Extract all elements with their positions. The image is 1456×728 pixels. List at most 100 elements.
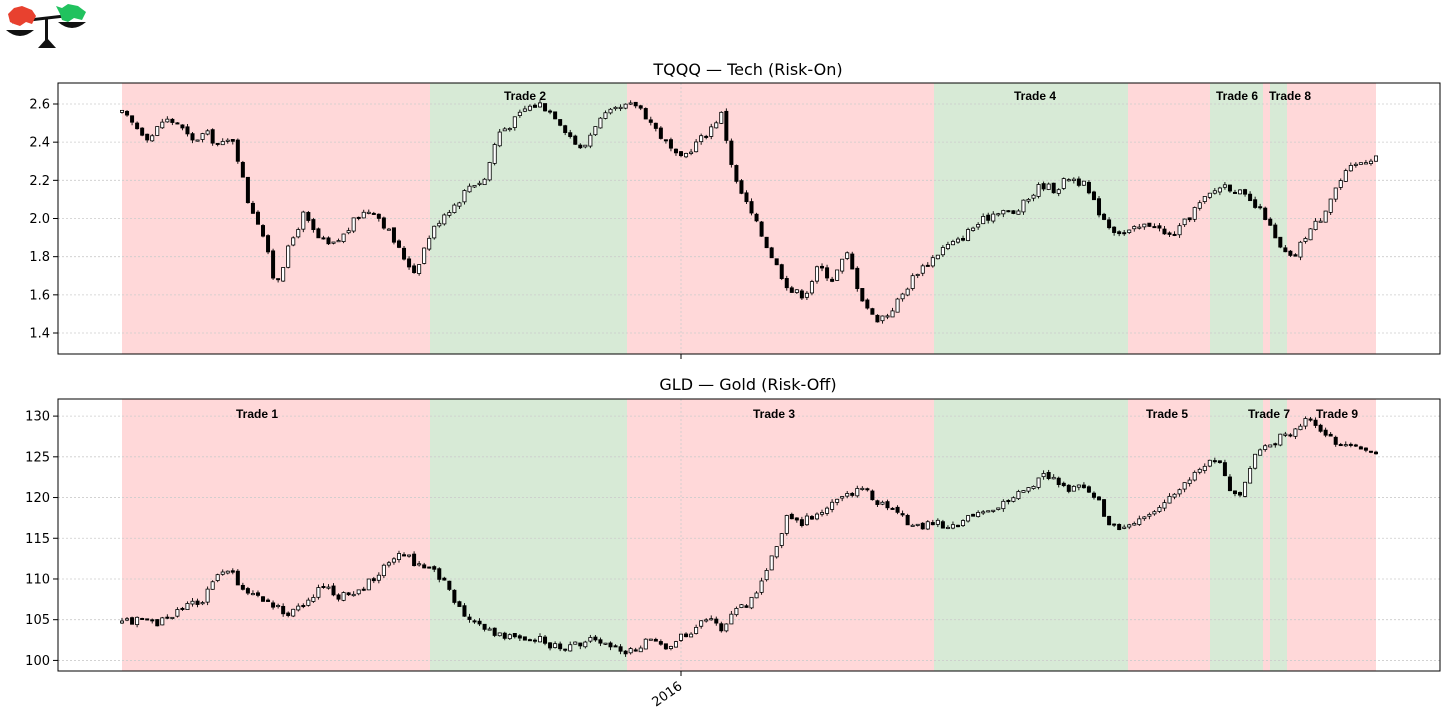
tqqq-trade-label: Trade 2	[504, 89, 546, 103]
gld-candle	[155, 619, 160, 627]
tqqq-candle	[966, 227, 971, 242]
gld-candle	[140, 617, 145, 620]
gld-candle	[694, 624, 699, 635]
gld-candle	[346, 592, 351, 597]
tqqq-candle	[1374, 155, 1379, 162]
tqqq-candle	[1066, 178, 1071, 182]
tqqq-candle	[346, 227, 351, 235]
gld-candle	[286, 611, 291, 618]
gld-candle	[130, 616, 135, 625]
gld-candle	[668, 645, 673, 651]
gld-candle	[1258, 448, 1263, 456]
gld-candle	[467, 613, 472, 623]
gld-candle	[386, 560, 391, 568]
tqqq-candle	[1086, 180, 1091, 195]
gld-candle	[608, 641, 613, 651]
gld-candle	[195, 598, 200, 608]
tqqq-candle	[351, 217, 356, 234]
gld-trade-label: Trade 9	[1316, 407, 1358, 421]
gld-candle	[341, 591, 346, 602]
tqqq-candle	[417, 264, 422, 276]
gld-candle	[628, 647, 633, 655]
tqqq-candle	[1273, 222, 1278, 239]
gld-candle	[190, 598, 195, 607]
tqqq-candle	[850, 251, 855, 270]
gld-candle	[658, 639, 663, 646]
gld-candle	[517, 634, 522, 642]
gld-candle	[281, 603, 286, 617]
tqqq-candle	[870, 307, 875, 315]
tqqq-candle	[396, 239, 401, 249]
gld-regime-band-risk-on	[1210, 399, 1263, 671]
tqqq-candle	[1051, 182, 1056, 194]
tqqq-candle	[890, 307, 895, 318]
gld-candle	[291, 608, 296, 618]
tqqq-ytick-label: 2.6	[29, 97, 50, 112]
gld-candle	[391, 557, 396, 565]
gld-candle	[814, 512, 819, 521]
gld-candle	[1182, 482, 1187, 493]
gld-candle	[1162, 499, 1167, 512]
gld-candle	[235, 569, 240, 586]
tqqq-candle	[709, 123, 714, 140]
tqqq-candle	[286, 244, 291, 269]
gld-candle	[326, 584, 331, 590]
tqqq-candle	[1197, 200, 1202, 211]
gld-candle	[1056, 476, 1061, 488]
tqqq-candle	[1132, 225, 1137, 232]
tqqq-candle	[402, 246, 407, 261]
tqqq-candle	[271, 248, 276, 280]
tqqq-candle	[643, 107, 648, 120]
tqqq-candle	[1268, 217, 1273, 226]
gld-candle	[527, 638, 532, 642]
gld-candle	[910, 523, 915, 527]
gld-candle	[1328, 432, 1333, 437]
tqqq-candle	[971, 226, 976, 232]
tqqq-candle	[135, 121, 140, 130]
gld-candle	[558, 641, 563, 652]
tqqq-candle	[814, 265, 819, 284]
tqqq-candle	[945, 241, 950, 251]
tqqq-candle	[1147, 222, 1152, 227]
gld-ytick-label: 115	[25, 532, 50, 547]
tqqq-candle	[497, 128, 502, 148]
gld-candle	[603, 642, 608, 646]
gld-candle	[568, 641, 573, 652]
tqqq-candle	[1142, 223, 1147, 230]
tqqq-candle	[1227, 184, 1232, 193]
gld-candle	[1081, 482, 1086, 489]
gld-candle	[361, 586, 366, 592]
gld-candle	[366, 578, 371, 591]
tqqq-candle	[1097, 196, 1102, 218]
tqqq-ytick-label: 2.2	[29, 174, 50, 189]
gld-candle	[1016, 489, 1021, 501]
gld-candle	[296, 603, 301, 612]
gld-candle	[255, 590, 260, 598]
gld-candle	[271, 600, 276, 610]
gld-candle	[1172, 493, 1177, 500]
gld-candle	[125, 617, 130, 622]
tqqq-candle	[190, 132, 195, 144]
gld-ytick-label: 125	[25, 450, 50, 465]
tqqq-candle	[391, 227, 396, 245]
tqqq-candle	[1182, 218, 1187, 227]
tqqq-candle	[668, 137, 673, 152]
gld-candle	[1212, 457, 1217, 464]
gld-ytick-label: 130	[25, 410, 50, 425]
gld-ytick-label: 110	[25, 572, 50, 587]
gld-candle	[120, 617, 125, 625]
tqqq-candle	[1091, 190, 1096, 201]
gld-candle	[1278, 433, 1283, 447]
tqqq-candle	[699, 133, 704, 145]
tqqq-candle	[472, 185, 477, 188]
tqqq-candle	[467, 183, 472, 193]
gld-candle	[961, 519, 966, 527]
gld-candle	[1086, 485, 1091, 494]
tqqq-candle	[548, 109, 553, 115]
tqqq-candle	[1107, 217, 1112, 230]
gld-candle	[1283, 431, 1288, 438]
tqqq-candle	[895, 297, 900, 313]
gld-candle	[1036, 477, 1041, 490]
gld-candle	[840, 496, 845, 502]
gld-candle	[643, 638, 648, 650]
